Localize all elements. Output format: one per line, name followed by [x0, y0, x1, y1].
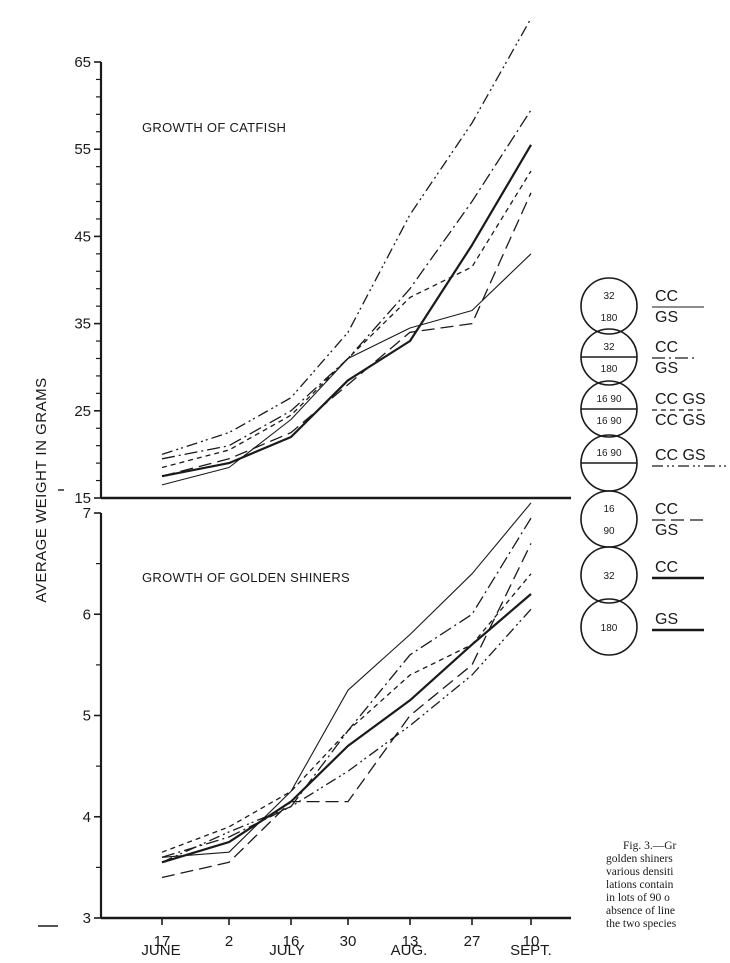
- series-line-short-dash: [161, 573, 532, 853]
- legend-circle: [580, 546, 638, 604]
- legend-density-top: 32: [603, 291, 615, 302]
- series-line-dash-dot-dot: [161, 608, 532, 863]
- axes-layer: [38, 61, 571, 927]
- legend-density-top: 16 90: [596, 448, 621, 459]
- legend-code-top: CC: [655, 339, 678, 356]
- panel-title: GROWTH OF GOLDEN SHINERS: [142, 570, 350, 585]
- y-tick-label: 65: [74, 54, 91, 71]
- series-line-thin-solid: [161, 253, 532, 486]
- x-day-label: 10: [523, 933, 540, 950]
- legend-density-top: 16: [603, 504, 615, 515]
- series-line-short-dash: [161, 170, 532, 469]
- x-day-label: 27: [464, 933, 481, 950]
- x-day-label: 13: [402, 933, 419, 950]
- caption-line: the two species: [606, 918, 677, 930]
- y-tick-label: 4: [83, 809, 91, 826]
- legend-density-bottom: 16 90: [596, 416, 621, 427]
- y-tick-label: 3: [83, 910, 91, 927]
- panel-title: GROWTH OF CATFISH: [142, 120, 286, 135]
- series-line-dash-dot-dot: [161, 18, 532, 456]
- legend-entry: 16 90 16 90 CC GS CC GS: [580, 380, 706, 438]
- y-tick-label: 6: [83, 606, 91, 623]
- y-tick-label: 45: [74, 228, 91, 245]
- legend-code-top: GS: [655, 611, 678, 628]
- legend-code-top: CC: [655, 288, 678, 305]
- legend-density-bottom: 90: [603, 526, 615, 537]
- legend-code-top: CC: [655, 501, 678, 518]
- legend-density-bottom: 180: [601, 313, 618, 324]
- series-line-dash-dot: [161, 109, 532, 460]
- legend-circle: [580, 490, 638, 548]
- legend-density-bottom: 180: [601, 364, 618, 375]
- legend-code-top: CC: [655, 559, 678, 576]
- legend-density-top: 32: [603, 571, 615, 582]
- series-group-1: [161, 18, 532, 486]
- legend-entry: 32 180 CC GS: [580, 277, 704, 335]
- y-tick-label: 5: [83, 708, 91, 725]
- legend-density-top: 180: [601, 623, 618, 634]
- series-line-long-dash: [161, 543, 532, 879]
- legend-circle: [580, 598, 638, 656]
- y-tick-label: 15: [74, 490, 91, 507]
- series-layer: [161, 18, 532, 879]
- caption-line: absence of line: [606, 905, 675, 917]
- y-tick-label: 35: [74, 316, 91, 333]
- y-tick-label: 55: [74, 141, 91, 158]
- caption-line: golden shiners: [606, 853, 673, 865]
- legend-code-bottom: CC GS: [655, 412, 706, 429]
- caption-line: various densiti: [606, 866, 673, 878]
- series-line-thin-solid: [161, 502, 532, 858]
- caption-line: Fig. 3.—Gr: [623, 840, 677, 852]
- x-day-label: 16: [283, 933, 300, 950]
- series-group-2: [161, 502, 532, 879]
- legend-density-top: 16 90: [596, 394, 621, 405]
- legend-code-top: CC GS: [655, 391, 706, 408]
- legend-entry: 180 GS: [580, 598, 704, 656]
- legend-entry: 32 CC: [580, 546, 704, 604]
- x-day-label: 17: [154, 933, 171, 950]
- legend-entry: 16 90 CC GS: [580, 490, 704, 548]
- x-day-label: 2: [225, 933, 233, 950]
- legend-code-bottom: GS: [655, 360, 678, 377]
- x-month-label: AUG.: [391, 942, 428, 959]
- legend-code-bottom: GS: [655, 522, 678, 539]
- caption-line: in lots of 90 o: [606, 892, 670, 904]
- legend-entry: 16 90 CC GS: [580, 434, 730, 492]
- y-tick-label: 25: [74, 403, 91, 420]
- x-month-label: SEPT.: [510, 942, 552, 959]
- series-line-solid: [161, 593, 532, 864]
- y-tick-label: 7: [83, 505, 91, 522]
- y-axis-label: AVERAGE WEIGHT IN GRAMS: [33, 377, 50, 602]
- legend-code-bottom: GS: [655, 309, 678, 326]
- caption-line: lations contain: [606, 879, 674, 891]
- x-month-label: JULY: [269, 942, 305, 959]
- legend-entry: 32 180 CC GS: [580, 328, 694, 386]
- series-line-long-dash: [161, 192, 532, 477]
- series-line-solid: [161, 144, 532, 478]
- legend-circle: [580, 277, 638, 335]
- legend-code-top: CC GS: [655, 447, 706, 464]
- x-month-label: JUNE: [141, 942, 180, 959]
- x-day-label: 30: [340, 933, 357, 950]
- legend-density-top: 32: [603, 342, 615, 353]
